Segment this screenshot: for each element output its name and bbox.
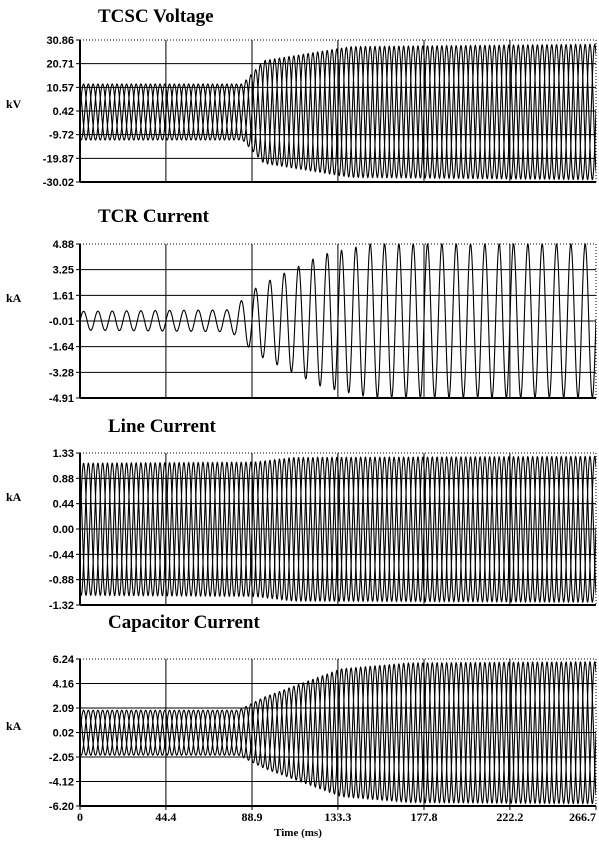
y-tick-label: -0.88 — [49, 575, 74, 587]
series-line-2 — [80, 661, 596, 805]
series-line-1 — [80, 243, 596, 399]
y-unit-label: kV — [6, 97, 22, 111]
y-tick-label: -1.64 — [49, 342, 75, 354]
y-tick-label: 0.44 — [53, 499, 75, 511]
x-tick-label: 133.3 — [324, 810, 351, 824]
y-tick-label: -4.12 — [49, 777, 74, 789]
y-tick-label: 6.24 — [53, 654, 75, 666]
x-tick-label: 266.7 — [569, 810, 596, 824]
series-line-2 — [80, 43, 596, 181]
y-tick-label: -30.02 — [43, 177, 74, 189]
chart-panel-3: Line Current 1.33 0.88 0.44 0.00 -0.44 -0.88 -1… — [6, 416, 597, 612]
chart-title: TCSC Voltage — [98, 6, 214, 27]
chart-panel-2: TCR Current 4.88 3.25 1.61 -0.01 -1.64 -3.28 -4… — [6, 206, 597, 405]
x-tick-label: 88.9 — [242, 810, 263, 824]
y-tick-label: 3.25 — [53, 265, 74, 277]
chart-title: Line Current — [108, 416, 217, 437]
y-tick-label: -19.87 — [43, 153, 74, 165]
y-tick-label: -0.44 — [49, 549, 75, 561]
y-tick-label: 0.42 — [53, 106, 74, 118]
y-tick-label: -2.05 — [49, 752, 74, 764]
y-unit-label: kA — [6, 719, 22, 733]
series-line-2 — [80, 455, 596, 603]
y-tick-label: 4.88 — [53, 239, 74, 251]
y-tick-label: 1.61 — [53, 290, 74, 302]
y-tick-label: -3.28 — [49, 367, 74, 379]
chart-panel-1: TCSC Voltage 30.86 20.71 10.57 0.42 -9.72 -19.… — [6, 6, 597, 189]
chart-panel-4: Capacitor Current 6.24 4.16 2.09 0.02 -2.05 -4… — [6, 612, 597, 839]
x-tick-label: 0 — [77, 810, 83, 824]
y-tick-label: 2.09 — [53, 703, 74, 715]
y-tick-label: 0.00 — [53, 524, 74, 536]
y-tick-label: -6.20 — [49, 801, 74, 813]
y-tick-label: -1.32 — [49, 600, 74, 612]
series-line-1 — [80, 661, 596, 805]
y-tick-label: 20.71 — [46, 59, 74, 71]
chart-title: TCR Current — [98, 206, 210, 227]
y-tick-label: 0.02 — [53, 728, 74, 740]
x-tick-label: 177.8 — [411, 810, 438, 824]
chart-title: Capacitor Current — [108, 612, 260, 633]
y-tick-label: -0.01 — [49, 316, 74, 328]
y-tick-label: 30.86 — [46, 35, 74, 47]
x-tick-label: 44.4 — [155, 810, 176, 824]
series-line-3 — [80, 455, 596, 604]
y-unit-label: kA — [6, 490, 22, 504]
y-tick-label: 0.88 — [53, 473, 74, 485]
x-tick-label: 222.2 — [496, 810, 523, 824]
series-line-3 — [80, 660, 596, 805]
y-tick-label: -4.91 — [49, 393, 74, 405]
y-tick-label: 1.33 — [53, 448, 74, 460]
y-unit-label: kA — [6, 291, 22, 305]
y-tick-label: 4.16 — [53, 679, 74, 691]
series-line-1 — [80, 455, 596, 604]
y-tick-label: -9.72 — [49, 130, 74, 142]
series-line-3 — [80, 43, 596, 181]
y-tick-label: 10.57 — [46, 82, 74, 94]
series-line-1 — [80, 43, 596, 181]
x-axis-label: Time (ms) — [274, 827, 322, 839]
